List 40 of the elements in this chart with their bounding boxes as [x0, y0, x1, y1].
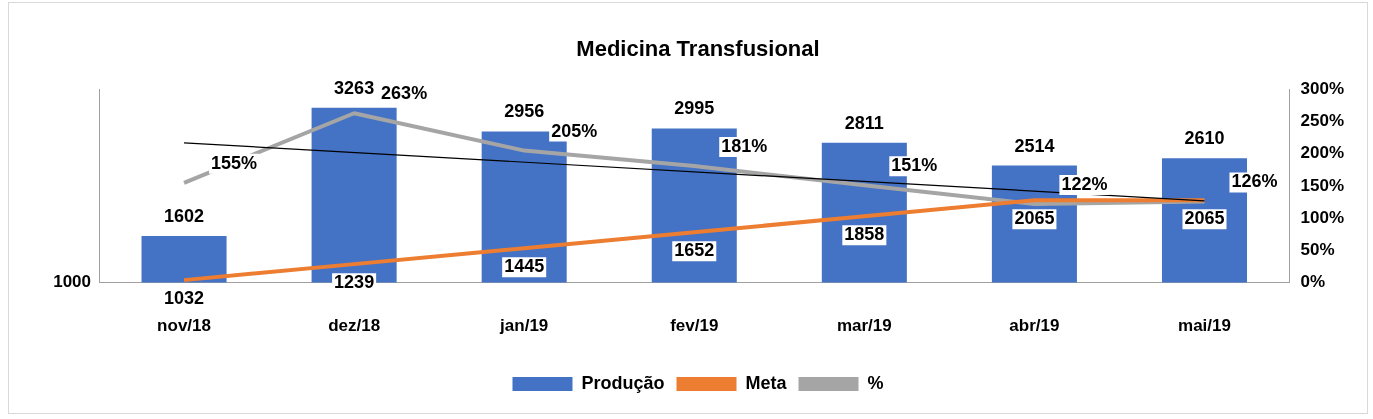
data-label: 1858	[844, 224, 885, 245]
y2-tick-label: 200%	[1300, 143, 1344, 163]
data-label: 2065	[1184, 208, 1225, 229]
data-label: 2514	[1014, 135, 1055, 156]
data-label: 205%	[551, 120, 598, 141]
data-label: 3263	[334, 77, 375, 98]
x-tick-label: abr/19	[1009, 316, 1060, 336]
data-label: 2610	[1184, 128, 1225, 149]
x-tick-label: mar/19	[836, 316, 892, 336]
x-tick-label: jan/19	[499, 316, 549, 336]
y2-tick-label: 150%	[1300, 175, 1344, 195]
chart-title: Medicina Transfusional	[576, 36, 820, 62]
data-label: 2065	[1014, 208, 1055, 229]
x-tick-label: dez/18	[328, 316, 381, 336]
data-label: 122%	[1061, 174, 1108, 194]
y2-tick-label: 100%	[1300, 207, 1344, 227]
data-label: 2811	[844, 112, 884, 133]
x-tick-label: mai/19	[1178, 316, 1231, 336]
x-tick-label: nov/18	[157, 316, 211, 336]
y2-tick-label: 0%	[1300, 272, 1326, 292]
data-label: 126%	[1231, 171, 1278, 192]
y2-tick-label: 300%	[1300, 79, 1344, 99]
data-label: 151%	[891, 155, 938, 176]
legend-label: Produção	[581, 372, 665, 393]
data-label: 2956	[504, 101, 545, 122]
y2-tick-label: 50%	[1300, 240, 1335, 260]
text: 1000	[53, 272, 91, 292]
data-label: 263%	[381, 83, 428, 104]
data-label: 155%	[211, 152, 258, 173]
legend-label: %	[867, 372, 884, 393]
legend-label: Meta	[745, 372, 788, 393]
y2-tick-label: 250%	[1300, 111, 1344, 131]
x-tick-label: fev/19	[670, 316, 719, 336]
data-label: 1032	[164, 288, 205, 309]
data-label: 1602	[164, 206, 205, 227]
data-label: 181%	[721, 136, 768, 156]
data-label: 2995	[674, 98, 715, 119]
data-label: 1445	[504, 256, 545, 277]
data-label: 1652	[674, 240, 715, 261]
data-label: 1239	[334, 272, 375, 293]
